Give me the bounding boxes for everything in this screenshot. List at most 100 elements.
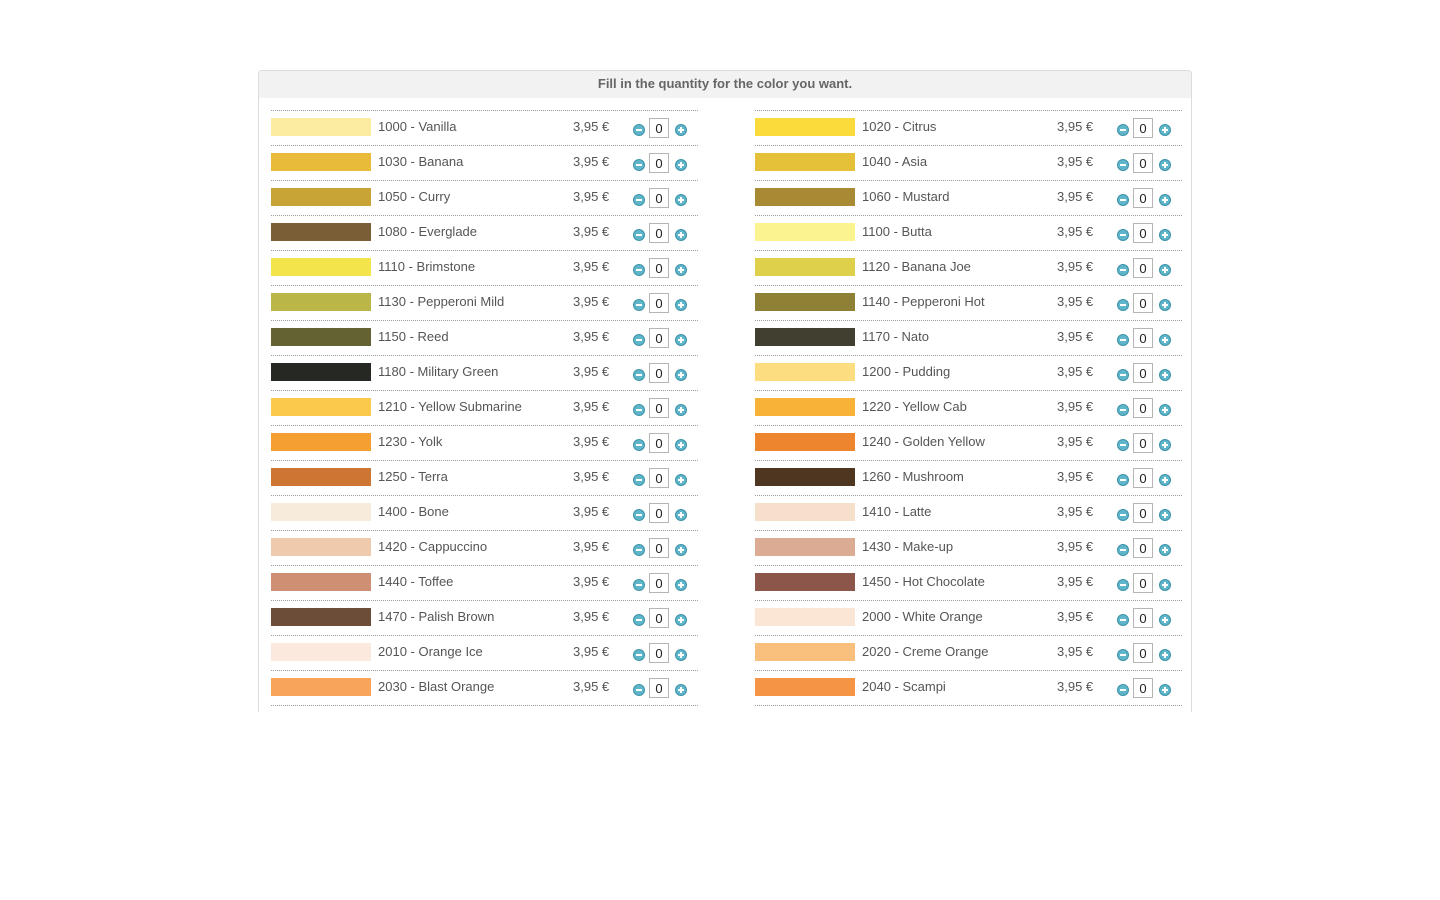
plus-circle-icon[interactable] <box>675 439 687 451</box>
minus-circle-icon[interactable] <box>633 369 645 381</box>
plus-circle-icon[interactable] <box>1159 369 1171 381</box>
plus-circle-icon[interactable] <box>675 299 687 311</box>
minus-circle-icon[interactable] <box>1117 614 1129 626</box>
minus-circle-icon[interactable] <box>1117 194 1129 206</box>
quantity-input[interactable] <box>649 678 669 698</box>
minus-circle-icon[interactable] <box>633 684 645 696</box>
minus-circle-icon[interactable] <box>633 509 645 521</box>
minus-circle-icon[interactable] <box>1117 229 1129 241</box>
minus-circle-icon[interactable] <box>1117 649 1129 661</box>
quantity-input[interactable] <box>1133 188 1153 208</box>
minus-circle-icon[interactable] <box>633 614 645 626</box>
quantity-input[interactable] <box>1133 293 1153 313</box>
minus-circle-icon[interactable] <box>633 474 645 486</box>
plus-circle-icon[interactable] <box>675 264 687 276</box>
minus-circle-icon[interactable] <box>633 264 645 276</box>
minus-circle-icon[interactable] <box>1117 579 1129 591</box>
quantity-input[interactable] <box>1133 223 1153 243</box>
minus-circle-icon[interactable] <box>633 439 645 451</box>
plus-circle-icon[interactable] <box>675 649 687 661</box>
plus-circle-icon[interactable] <box>1159 684 1171 696</box>
plus-circle-icon[interactable] <box>675 194 687 206</box>
quantity-input[interactable] <box>649 293 669 313</box>
quantity-input[interactable] <box>649 398 669 418</box>
plus-circle-icon[interactable] <box>675 229 687 241</box>
plus-circle-icon[interactable] <box>1159 334 1171 346</box>
quantity-input[interactable] <box>1133 468 1153 488</box>
quantity-input[interactable] <box>649 153 669 173</box>
minus-circle-icon[interactable] <box>633 544 645 556</box>
minus-circle-icon[interactable] <box>633 649 645 661</box>
plus-circle-icon[interactable] <box>675 124 687 136</box>
quantity-input[interactable] <box>1133 643 1153 663</box>
plus-circle-icon[interactable] <box>675 684 687 696</box>
quantity-input[interactable] <box>649 328 669 348</box>
quantity-input[interactable] <box>1133 153 1153 173</box>
minus-circle-icon[interactable] <box>1117 159 1129 171</box>
quantity-input[interactable] <box>649 573 669 593</box>
plus-circle-icon[interactable] <box>1159 509 1171 521</box>
quantity-input[interactable] <box>1133 118 1153 138</box>
plus-circle-icon[interactable] <box>1159 404 1171 416</box>
quantity-input[interactable] <box>649 608 669 628</box>
quantity-input[interactable] <box>649 503 669 523</box>
minus-circle-icon[interactable] <box>633 159 645 171</box>
quantity-input[interactable] <box>649 363 669 383</box>
minus-circle-icon[interactable] <box>1117 369 1129 381</box>
plus-circle-icon[interactable] <box>675 509 687 521</box>
plus-circle-icon[interactable] <box>675 614 687 626</box>
plus-circle-icon[interactable] <box>1159 229 1171 241</box>
minus-circle-icon[interactable] <box>633 299 645 311</box>
minus-circle-icon[interactable] <box>633 334 645 346</box>
minus-circle-icon[interactable] <box>633 229 645 241</box>
plus-circle-icon[interactable] <box>1159 649 1171 661</box>
quantity-input[interactable] <box>1133 503 1153 523</box>
plus-circle-icon[interactable] <box>675 159 687 171</box>
quantity-input[interactable] <box>1133 398 1153 418</box>
plus-circle-icon[interactable] <box>675 369 687 381</box>
plus-circle-icon[interactable] <box>1159 124 1171 136</box>
minus-circle-icon[interactable] <box>633 194 645 206</box>
minus-circle-icon[interactable] <box>633 124 645 136</box>
plus-circle-icon[interactable] <box>675 579 687 591</box>
quantity-input[interactable] <box>649 188 669 208</box>
minus-circle-icon[interactable] <box>1117 404 1129 416</box>
minus-circle-icon[interactable] <box>1117 509 1129 521</box>
quantity-input[interactable] <box>1133 608 1153 628</box>
quantity-input[interactable] <box>1133 573 1153 593</box>
quantity-input[interactable] <box>1133 433 1153 453</box>
minus-circle-icon[interactable] <box>1117 474 1129 486</box>
quantity-input[interactable] <box>649 468 669 488</box>
quantity-input[interactable] <box>649 223 669 243</box>
minus-circle-icon[interactable] <box>1117 684 1129 696</box>
quantity-input[interactable] <box>649 433 669 453</box>
quantity-input[interactable] <box>1133 678 1153 698</box>
plus-circle-icon[interactable] <box>1159 439 1171 451</box>
minus-circle-icon[interactable] <box>633 579 645 591</box>
plus-circle-icon[interactable] <box>1159 264 1171 276</box>
minus-circle-icon[interactable] <box>633 404 645 416</box>
minus-circle-icon[interactable] <box>1117 544 1129 556</box>
plus-circle-icon[interactable] <box>1159 474 1171 486</box>
minus-circle-icon[interactable] <box>1117 334 1129 346</box>
plus-circle-icon[interactable] <box>675 544 687 556</box>
plus-circle-icon[interactable] <box>1159 159 1171 171</box>
plus-circle-icon[interactable] <box>1159 544 1171 556</box>
plus-circle-icon[interactable] <box>675 334 687 346</box>
plus-circle-icon[interactable] <box>1159 614 1171 626</box>
minus-circle-icon[interactable] <box>1117 264 1129 276</box>
plus-circle-icon[interactable] <box>1159 579 1171 591</box>
quantity-input[interactable] <box>1133 363 1153 383</box>
minus-circle-icon[interactable] <box>1117 124 1129 136</box>
minus-circle-icon[interactable] <box>1117 299 1129 311</box>
quantity-input[interactable] <box>649 258 669 278</box>
quantity-input[interactable] <box>649 538 669 558</box>
plus-circle-icon[interactable] <box>675 404 687 416</box>
quantity-input[interactable] <box>649 118 669 138</box>
plus-circle-icon[interactable] <box>1159 194 1171 206</box>
quantity-input[interactable] <box>1133 538 1153 558</box>
plus-circle-icon[interactable] <box>1159 299 1171 311</box>
quantity-input[interactable] <box>1133 328 1153 348</box>
plus-circle-icon[interactable] <box>675 474 687 486</box>
minus-circle-icon[interactable] <box>1117 439 1129 451</box>
